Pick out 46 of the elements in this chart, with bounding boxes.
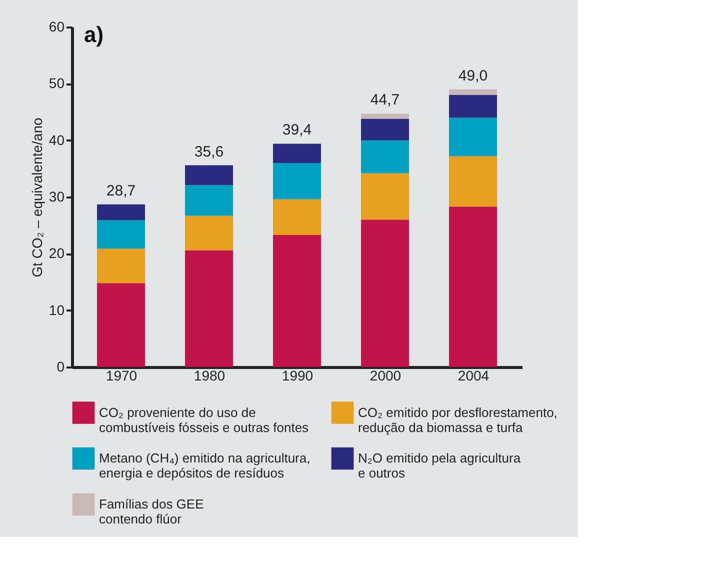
- bar: [361, 118, 409, 140]
- x-tick-label: 1990: [282, 368, 314, 384]
- bar: [449, 118, 497, 156]
- bar: [361, 140, 409, 174]
- bar: [273, 234, 321, 367]
- total-label: 28,7: [106, 182, 136, 200]
- bar: [361, 173, 409, 220]
- x-tick-label: 1970: [106, 368, 138, 384]
- bar: [361, 114, 409, 119]
- legend-label: Metano (CH₄) emitido na agricultura, energia e depósitos de resíduos: [99, 450, 310, 480]
- total-label: 44,7: [370, 92, 400, 109]
- legend-label: CO₂ emitido por desflorestamento, redução da biomassa e turfa: [358, 404, 558, 435]
- y-tick-label: 50: [48, 75, 65, 92]
- bar: [449, 206, 497, 367]
- bar: [97, 220, 145, 249]
- bar: [97, 248, 145, 284]
- y-tick-label: 40: [48, 132, 65, 148]
- bar: [449, 156, 497, 207]
- legend-label: N₂O emitido pela agricultura e outros: [358, 450, 522, 480]
- y-tick-label: 20: [48, 245, 65, 262]
- bar: [185, 250, 233, 367]
- bar: [185, 216, 233, 250]
- x-tick-label: 2000: [370, 368, 402, 384]
- total-label: 49,0: [458, 67, 488, 84]
- y-tick-label: 10: [48, 302, 65, 318]
- bar: [185, 185, 233, 216]
- bar: [449, 89, 497, 95]
- bar: [273, 163, 321, 200]
- y-tick-label: 0: [56, 358, 65, 374]
- y-tick-label: 60: [48, 18, 65, 34]
- bar: [361, 220, 409, 367]
- y-tick-label: 30: [48, 188, 65, 204]
- legend-label: CO₂ proveniente do uso de combustíveis fósseis e outras fontes: [99, 404, 310, 435]
- total-label: 35,6: [194, 143, 224, 160]
- legend-label: Famílias dos GEE contendo flúor: [99, 496, 204, 526]
- bar: [185, 165, 233, 186]
- bar: [273, 144, 321, 163]
- x-tick-label: 2004: [458, 368, 490, 384]
- bar: [273, 199, 321, 235]
- annotation: a): [84, 22, 104, 47]
- bar: [97, 283, 145, 367]
- total-label: 39,4: [282, 122, 312, 139]
- bar: [97, 204, 145, 220]
- x-tick-label: 1980: [194, 368, 226, 384]
- y-axis-title: Gt CO₂ – equivalente/ano: [28, 118, 45, 278]
- bar: [449, 95, 497, 118]
